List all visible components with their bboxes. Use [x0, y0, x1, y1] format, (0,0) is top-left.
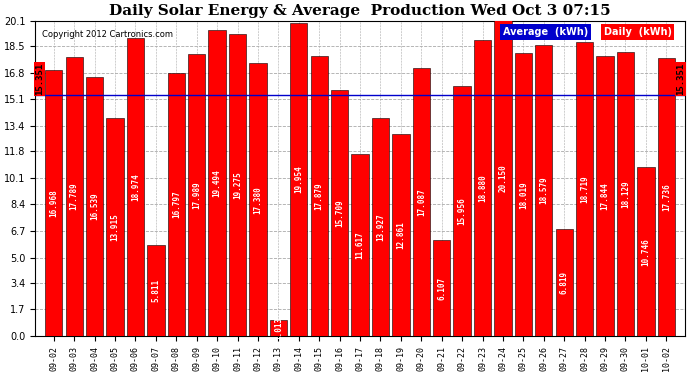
- Bar: [535, 45, 553, 336]
- Bar: [249, 63, 266, 336]
- Text: 19.494: 19.494: [213, 169, 221, 197]
- Bar: [576, 42, 593, 336]
- Bar: [474, 40, 491, 336]
- Text: 19.275: 19.275: [233, 171, 242, 199]
- Text: 19.954: 19.954: [294, 166, 304, 194]
- Text: 5.811: 5.811: [151, 279, 160, 302]
- Bar: [331, 90, 348, 336]
- Text: 6.819: 6.819: [560, 271, 569, 294]
- Text: 15.956: 15.956: [457, 197, 466, 225]
- Text: 18.579: 18.579: [540, 177, 549, 204]
- Text: 18.019: 18.019: [519, 181, 528, 209]
- Text: 13.927: 13.927: [376, 213, 385, 241]
- Bar: [208, 30, 226, 336]
- Bar: [596, 56, 613, 336]
- Text: 16.539: 16.539: [90, 192, 99, 220]
- Text: 18.974: 18.974: [131, 173, 140, 201]
- Text: 6.107: 6.107: [437, 277, 446, 300]
- Text: 20.150: 20.150: [498, 164, 507, 192]
- Bar: [147, 245, 164, 336]
- Text: 17.380: 17.380: [253, 186, 262, 214]
- Bar: [372, 118, 389, 336]
- Bar: [188, 54, 206, 336]
- Text: 12.861: 12.861: [396, 221, 405, 249]
- Title: Daily Solar Energy & Average  Production Wed Oct 3 07:15: Daily Solar Energy & Average Production …: [109, 4, 611, 18]
- Bar: [658, 58, 675, 336]
- Text: 16.797: 16.797: [172, 190, 181, 218]
- Text: 18.880: 18.880: [478, 174, 487, 202]
- Text: 17.087: 17.087: [417, 188, 426, 216]
- Bar: [270, 320, 287, 336]
- Text: 18.129: 18.129: [621, 180, 630, 208]
- Text: 17.789: 17.789: [70, 183, 79, 210]
- Text: Copyright 2012 Cartronics.com: Copyright 2012 Cartronics.com: [42, 30, 173, 39]
- Bar: [617, 52, 634, 336]
- Bar: [45, 70, 62, 336]
- Text: 1.013: 1.013: [274, 316, 283, 340]
- Text: 17.989: 17.989: [193, 181, 201, 209]
- Bar: [290, 23, 308, 336]
- Bar: [351, 154, 368, 336]
- Text: 15.351: 15.351: [35, 63, 44, 95]
- Bar: [66, 57, 83, 336]
- Bar: [168, 72, 185, 336]
- Text: 18.719: 18.719: [580, 176, 589, 203]
- Text: 17.879: 17.879: [315, 182, 324, 210]
- Bar: [127, 38, 144, 336]
- Bar: [515, 53, 532, 336]
- Bar: [310, 56, 328, 336]
- Bar: [106, 118, 124, 336]
- Bar: [637, 168, 655, 336]
- Text: 17.844: 17.844: [600, 182, 609, 210]
- Text: 15.351: 15.351: [676, 63, 685, 95]
- Text: 15.709: 15.709: [335, 199, 344, 227]
- Bar: [494, 20, 512, 336]
- Bar: [86, 76, 104, 336]
- Bar: [392, 134, 410, 336]
- Bar: [555, 229, 573, 336]
- Bar: [453, 86, 471, 336]
- Text: 13.915: 13.915: [110, 213, 119, 241]
- Text: 16.968: 16.968: [49, 189, 58, 217]
- Bar: [433, 240, 451, 336]
- Text: 11.617: 11.617: [355, 231, 364, 259]
- Text: Average  (kWh): Average (kWh): [503, 27, 588, 37]
- Text: 17.736: 17.736: [662, 183, 671, 211]
- Bar: [229, 34, 246, 336]
- Text: 10.746: 10.746: [642, 238, 651, 266]
- Text: Daily  (kWh): Daily (kWh): [604, 27, 671, 37]
- Bar: [413, 68, 430, 336]
